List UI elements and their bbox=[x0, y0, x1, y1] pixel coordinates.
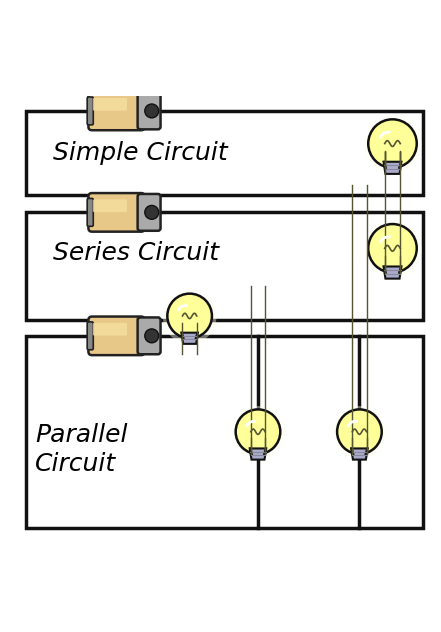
FancyBboxPatch shape bbox=[93, 323, 127, 336]
Circle shape bbox=[235, 410, 280, 454]
Polygon shape bbox=[384, 267, 401, 279]
Polygon shape bbox=[351, 449, 367, 454]
FancyBboxPatch shape bbox=[138, 92, 161, 130]
Circle shape bbox=[337, 410, 382, 454]
Polygon shape bbox=[250, 449, 266, 459]
Circle shape bbox=[231, 406, 285, 459]
Circle shape bbox=[167, 294, 212, 338]
Polygon shape bbox=[384, 267, 401, 272]
Circle shape bbox=[333, 406, 386, 459]
Polygon shape bbox=[181, 332, 198, 344]
Circle shape bbox=[145, 104, 159, 118]
Bar bbox=[26, 336, 423, 528]
Polygon shape bbox=[384, 162, 401, 168]
FancyBboxPatch shape bbox=[88, 193, 145, 232]
Circle shape bbox=[145, 205, 159, 219]
Polygon shape bbox=[351, 449, 368, 459]
Circle shape bbox=[368, 119, 417, 168]
FancyBboxPatch shape bbox=[93, 199, 127, 212]
Circle shape bbox=[163, 290, 217, 344]
FancyBboxPatch shape bbox=[88, 92, 145, 130]
Polygon shape bbox=[250, 449, 266, 454]
Circle shape bbox=[145, 329, 159, 343]
Polygon shape bbox=[384, 162, 401, 174]
Text: Series Circuit: Series Circuit bbox=[53, 241, 219, 265]
Bar bbox=[26, 212, 423, 320]
Text: Parallel
Circuit: Parallel Circuit bbox=[35, 423, 128, 477]
FancyBboxPatch shape bbox=[93, 98, 127, 111]
FancyBboxPatch shape bbox=[138, 194, 161, 231]
FancyBboxPatch shape bbox=[138, 317, 161, 355]
Circle shape bbox=[363, 116, 422, 174]
FancyBboxPatch shape bbox=[88, 317, 145, 355]
Circle shape bbox=[368, 224, 417, 272]
FancyBboxPatch shape bbox=[87, 322, 93, 349]
Text: Simple Circuit: Simple Circuit bbox=[53, 141, 228, 165]
FancyBboxPatch shape bbox=[87, 198, 93, 226]
FancyBboxPatch shape bbox=[87, 97, 93, 125]
Polygon shape bbox=[182, 332, 198, 338]
Circle shape bbox=[363, 221, 422, 279]
Bar bbox=[26, 111, 423, 195]
